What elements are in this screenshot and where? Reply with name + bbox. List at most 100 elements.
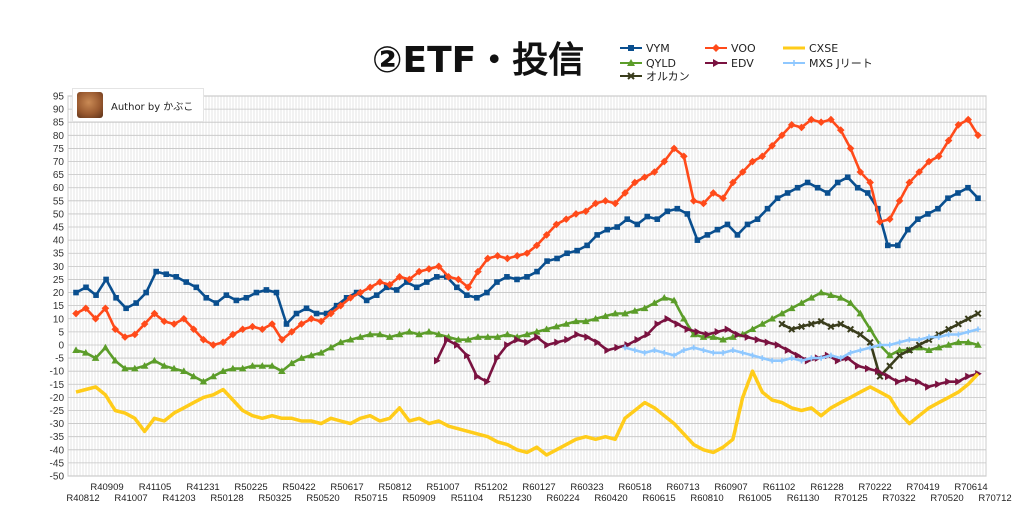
data-point xyxy=(229,330,237,339)
data-point xyxy=(248,362,257,369)
y-tick-label: -20 xyxy=(50,393,65,404)
y-tick-label: 80 xyxy=(53,131,65,142)
data-point xyxy=(975,195,981,202)
data-point xyxy=(754,216,761,222)
data-point xyxy=(123,305,129,312)
data-point xyxy=(974,131,982,140)
data-point xyxy=(514,276,520,283)
x-tick-label: R50422 xyxy=(282,482,315,493)
data-point xyxy=(824,190,831,196)
data-point xyxy=(219,367,227,374)
data-point xyxy=(493,252,502,260)
y-tick-label: -40 xyxy=(50,445,65,456)
data-point xyxy=(886,342,893,348)
data-point xyxy=(268,320,276,328)
data-point xyxy=(934,152,943,161)
series-オルカン xyxy=(778,310,982,380)
data-point xyxy=(604,346,611,355)
data-point xyxy=(885,242,891,249)
data-point xyxy=(787,304,796,312)
data-point xyxy=(273,289,280,296)
data-point xyxy=(778,309,786,317)
data-point xyxy=(268,362,276,369)
legend-label: VYM xyxy=(646,42,670,55)
data-point xyxy=(807,293,816,301)
data-point xyxy=(945,195,951,202)
data-point xyxy=(906,336,913,343)
y-tick-label: 95 xyxy=(53,92,65,103)
data-point xyxy=(189,372,198,380)
data-point xyxy=(651,347,658,354)
data-point xyxy=(131,364,139,372)
data-point xyxy=(847,350,854,356)
data-point xyxy=(614,224,620,230)
data-point xyxy=(965,329,971,335)
y-tick-label: 90 xyxy=(53,105,65,116)
data-point xyxy=(734,330,742,339)
data-point xyxy=(219,338,227,347)
data-point xyxy=(954,338,963,346)
data-point xyxy=(866,178,874,187)
data-point xyxy=(584,242,590,249)
data-point xyxy=(283,321,290,327)
data-point xyxy=(664,314,672,323)
data-point xyxy=(405,328,414,335)
data-point xyxy=(303,305,310,312)
data-point xyxy=(628,45,634,51)
data-point xyxy=(297,320,306,328)
data-point xyxy=(768,141,776,150)
data-point xyxy=(434,330,443,338)
data-point xyxy=(444,335,451,344)
data-point xyxy=(935,380,942,389)
data-point xyxy=(346,335,355,343)
x-tick-label: R51104 xyxy=(451,493,484,504)
data-point xyxy=(896,351,904,359)
data-point xyxy=(611,309,620,317)
data-point xyxy=(189,325,198,334)
data-point xyxy=(313,310,320,317)
data-point xyxy=(385,333,394,340)
series-layer xyxy=(72,115,982,457)
data-point xyxy=(964,115,972,124)
data-point xyxy=(846,144,855,153)
data-point xyxy=(877,342,883,348)
data-point xyxy=(564,250,570,257)
data-point xyxy=(403,279,410,285)
x-tick-label: R60420 xyxy=(594,493,627,504)
series-QYLD xyxy=(72,288,982,385)
data-point xyxy=(464,283,472,292)
data-point xyxy=(632,347,638,354)
data-point xyxy=(955,331,962,338)
data-point xyxy=(827,291,835,298)
x-tick-label: R60810 xyxy=(690,493,723,504)
y-tick-label: 0 xyxy=(58,340,64,351)
data-point xyxy=(680,152,688,161)
x-tick-label: R40909 xyxy=(90,482,123,493)
data-point xyxy=(591,314,600,322)
data-point xyxy=(601,312,610,319)
data-point xyxy=(554,255,560,262)
y-tick-label: -35 xyxy=(50,432,65,443)
data-point xyxy=(143,289,149,296)
x-tick-label: R70614 xyxy=(954,482,987,493)
x-tick-label: R60615 xyxy=(642,493,675,504)
y-tick-label: -50 xyxy=(50,472,65,483)
x-tick-label: R60323 xyxy=(570,482,603,493)
data-point xyxy=(778,131,786,140)
data-point xyxy=(791,60,797,66)
data-point xyxy=(101,304,110,313)
data-point xyxy=(523,330,531,338)
data-point xyxy=(327,343,335,351)
data-point xyxy=(297,354,306,361)
data-point xyxy=(278,335,286,344)
data-point xyxy=(965,184,971,191)
data-point xyxy=(925,383,932,391)
data-point xyxy=(327,309,335,318)
x-tick-label: R50715 xyxy=(354,493,387,504)
data-point xyxy=(434,262,443,271)
data-point xyxy=(854,184,861,191)
data-point xyxy=(864,190,871,196)
data-point xyxy=(464,292,470,298)
data-point xyxy=(248,322,257,331)
data-point xyxy=(641,350,648,356)
